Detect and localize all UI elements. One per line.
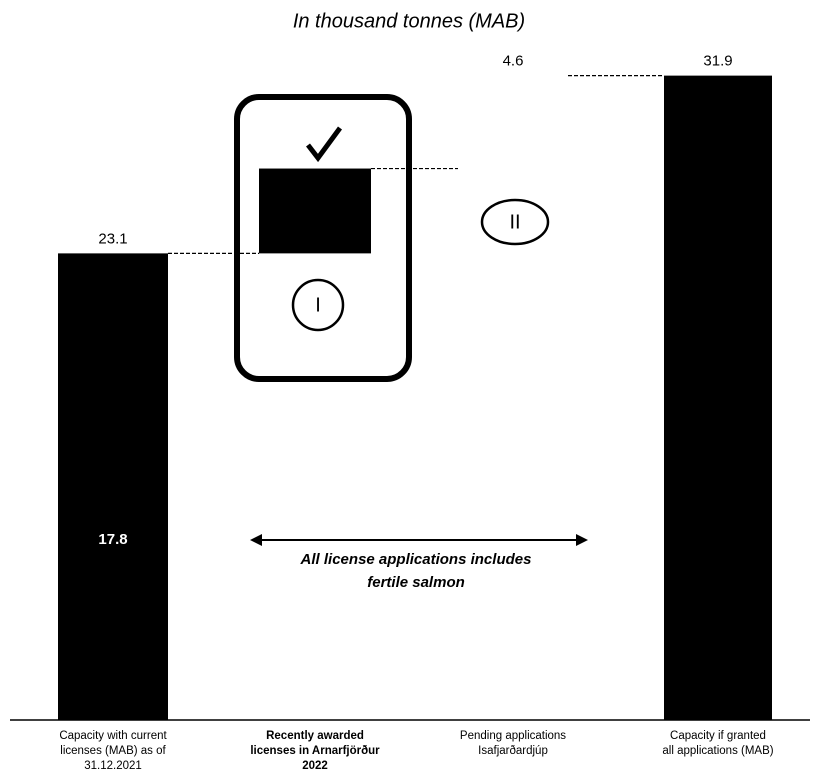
x-tick-label: 31.12.2021	[84, 760, 142, 772]
x-tick-label: Capacity with current	[59, 730, 167, 742]
x-tick-label: Isafjarðardjúp	[478, 745, 548, 757]
x-tick-label: licenses (MAB) as of	[60, 745, 166, 757]
value-label: 23.1	[98, 230, 127, 247]
x-tick-label: all applications (MAB)	[662, 745, 773, 757]
bar	[664, 75, 772, 721]
highlight-box	[234, 94, 412, 382]
x-tick-label: Pending applications	[460, 730, 566, 742]
value-label: 4.6	[503, 53, 524, 70]
note: All license applications includes	[300, 551, 532, 568]
stage-label: II	[509, 211, 520, 233]
stage-circle	[291, 278, 345, 332]
x-tick-label: Capacity if granted	[670, 730, 766, 742]
stage-label: I	[315, 294, 321, 316]
inner-label: 17.8	[98, 531, 127, 548]
bar	[259, 168, 371, 254]
value-label: 31.9	[703, 53, 732, 70]
x-tick-label: Recently awarded	[266, 730, 364, 742]
checkmark	[306, 126, 343, 163]
stage-circle	[480, 198, 550, 246]
chart-title: In thousand tonnes (MAB)	[293, 10, 525, 32]
x-tick-label: 2022	[302, 760, 328, 772]
bar	[458, 75, 568, 169]
note: fertile salmon	[367, 574, 465, 591]
bar	[58, 253, 168, 720]
x-tick-label: licenses in Arnarfjörður	[250, 745, 380, 757]
